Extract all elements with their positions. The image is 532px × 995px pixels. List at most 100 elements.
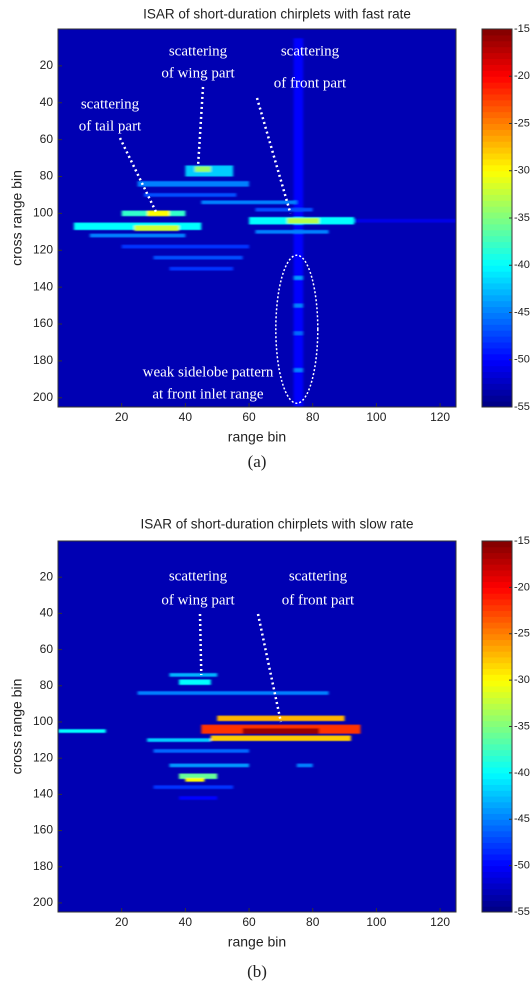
colorbar-swatch <box>482 662 512 670</box>
colorbar-swatch <box>482 64 512 71</box>
y-tick-label: 120 <box>33 242 53 256</box>
y-tick-label: 120 <box>33 750 53 764</box>
heat-streak <box>143 193 237 197</box>
colorbar-swatch <box>482 212 512 219</box>
colorbar-swatch <box>482 610 512 617</box>
annotation-ellipse <box>275 254 319 404</box>
colorbar-swatch <box>482 714 512 722</box>
colorbar-swatch <box>482 164 512 172</box>
y-tick-label: 20 <box>40 58 54 72</box>
heat-streak <box>255 229 329 234</box>
colorbar-swatch <box>482 801 512 809</box>
heat-streak <box>137 691 329 695</box>
colorbar-swatch <box>482 223 512 231</box>
colorbar-tick-label: -55 <box>514 906 530 918</box>
annotation-text: of wing part <box>161 592 235 608</box>
colorbar-swatch <box>482 277 512 284</box>
colorbar-swatch <box>482 235 512 243</box>
colorbar-swatch <box>482 182 512 189</box>
colorbar-tick-label: -20 <box>514 581 530 593</box>
colorbar-swatch <box>482 176 512 184</box>
heat-streak <box>137 181 250 187</box>
annotation-text: scattering <box>281 43 340 59</box>
colorbar-swatch <box>482 206 512 213</box>
x-tick-label: 60 <box>242 915 256 929</box>
colorbar-swatch <box>482 365 512 373</box>
colorbar-swatch <box>482 877 512 884</box>
colorbar-swatch <box>482 141 512 148</box>
x-tick-label: 40 <box>179 410 193 424</box>
colorbar-swatch <box>482 318 512 325</box>
y-axis-label: cross range bin <box>9 170 25 266</box>
heat-streak <box>293 303 304 308</box>
heat-streak <box>169 673 218 677</box>
x-tick-label: 120 <box>430 410 450 424</box>
heat-streak <box>134 225 179 231</box>
colorbar-tick-label: -40 <box>514 259 530 271</box>
colorbar-swatch <box>482 796 512 803</box>
colorbar-swatch <box>482 88 512 95</box>
colorbar-swatch <box>482 674 512 681</box>
colorbar-swatch <box>482 371 512 378</box>
colorbar-swatch <box>482 859 512 867</box>
y-tick-label: 140 <box>33 279 53 293</box>
colorbar-tick-label: -15 <box>514 535 530 547</box>
heat-streak <box>169 266 234 271</box>
colorbar-swatch <box>482 836 512 843</box>
y-tick-label: 200 <box>33 390 53 404</box>
colorbar-swatch <box>482 552 512 559</box>
annotation-pointer <box>255 97 292 214</box>
colorbar-swatch <box>482 900 512 907</box>
colorbar-swatch <box>482 778 512 785</box>
colorbar-tick-label: -35 <box>514 720 530 732</box>
colorbar-swatch <box>482 147 512 154</box>
colorbar-swatch <box>482 767 512 774</box>
heat-streak <box>153 255 243 260</box>
colorbar-tick-label: -25 <box>514 628 530 640</box>
colorbar-swatch <box>482 265 512 272</box>
colorbar-swatch <box>482 324 512 331</box>
colorbar-swatch <box>482 680 512 687</box>
heat-streak <box>153 785 234 789</box>
annotation-pointer <box>256 613 283 723</box>
chart-title: ISAR of short-duration chirplets with sl… <box>140 517 413 532</box>
colorbar-swatch <box>482 720 512 727</box>
colorbar-swatch <box>482 170 512 178</box>
colorbar-tick-label: -45 <box>514 306 530 318</box>
y-tick-label: 80 <box>40 678 54 692</box>
colorbar-swatch <box>482 738 512 745</box>
colorbar-swatch <box>482 117 512 124</box>
colorbar-swatch <box>482 336 512 343</box>
heat-streak <box>89 233 186 238</box>
annotation-text: scattering <box>169 43 228 59</box>
colorbar-swatch <box>482 99 512 107</box>
colorbar-tick-label: -25 <box>514 117 530 129</box>
annotation-text: of front part <box>274 75 347 91</box>
colorbar-tick-label: -55 <box>514 401 530 413</box>
colorbar-swatch <box>482 70 512 77</box>
colorbar-swatch <box>482 330 512 337</box>
colorbar-swatch <box>482 854 512 861</box>
colorbar-swatch <box>482 807 512 814</box>
colorbar-swatch <box>482 848 512 855</box>
heat-streak <box>296 763 313 768</box>
colorbar-swatch <box>482 726 512 733</box>
colorbar-swatch <box>482 743 512 751</box>
annotation-text: scattering <box>81 96 140 112</box>
chart-title: ISAR of short-duration chirplets with fa… <box>143 7 411 22</box>
colorbar-swatch <box>482 135 512 142</box>
y-tick-label: 80 <box>40 169 54 183</box>
colorbar-tick-label: -30 <box>514 165 530 177</box>
colorbar-swatch <box>482 123 512 130</box>
colorbar-swatch <box>482 755 512 762</box>
colorbar-swatch <box>482 639 512 646</box>
colorbar-swatch <box>482 593 512 600</box>
colorbar-swatch <box>482 300 512 308</box>
x-tick-label: 80 <box>306 410 320 424</box>
colorbar-swatch <box>482 825 512 832</box>
colorbar-swatch <box>482 129 512 136</box>
annotation-text: at front inlet range <box>152 386 264 402</box>
colorbar-swatch <box>482 82 512 89</box>
colorbar-swatch <box>482 633 512 641</box>
heat-streak <box>178 773 218 779</box>
